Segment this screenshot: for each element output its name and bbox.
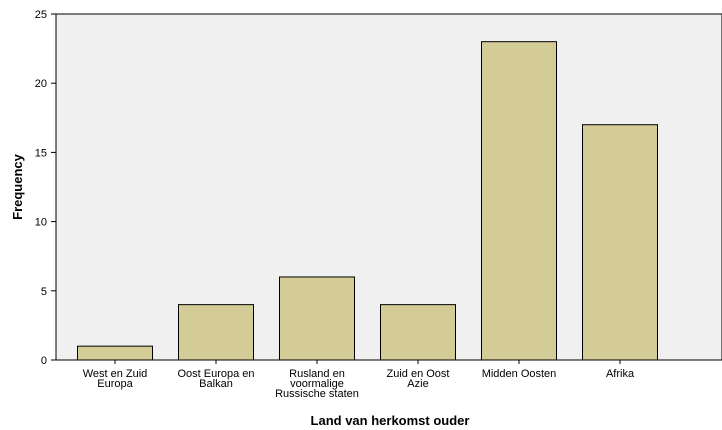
x-tick-label-line: Rusland en [289,368,345,380]
x-tick-label-line: Balkan [199,378,233,390]
bar [178,304,254,361]
y-tick-label: 25 [35,9,47,21]
x-tick-label: Midden Oosten [482,368,557,380]
y-tick-label: 10 [35,217,47,229]
x-tick-label-line: Azie [407,378,428,390]
x-tick-label: Oost Europa en Balkan [177,368,254,390]
x-tick-label-line: West en Zuid [83,368,148,380]
x-tick-label-line: Oost Europa en [177,368,254,380]
x-tick-label-line: Zuid en Oost [387,368,450,380]
x-tick-label-line: voormalige [290,378,344,390]
x-axis-title: Land van herkomst ouder [311,413,470,428]
x-tick-label: Rusland en voormalige Russische staten [275,368,359,400]
bar [380,304,456,361]
y-tick-label: 5 [41,286,47,298]
y-axis-title: Frequency [10,153,25,220]
x-tick-label-line: Europa [97,378,133,390]
bar [481,41,557,361]
x-tick-label-line: Afrika [606,368,635,380]
x-tick-label: Afrika [606,368,635,380]
x-axis-labels: West en Zuid Europa Oost Europa en Balkan Ru… [83,360,635,400]
x-tick-label-line: Midden Oosten [482,368,557,380]
x-tick-label: West en Zuid Europa [83,368,148,390]
bar [279,276,355,361]
y-axis: 0 5 10 15 20 25 [35,9,56,367]
y-tick-label: 0 [41,355,47,367]
y-tick-label: 20 [35,78,47,90]
bar [582,124,658,361]
bar [77,345,153,361]
x-tick-label-line: Russische staten [275,388,359,400]
bars [77,41,658,361]
x-tick-label: Zuid en Oost Azie [387,368,450,390]
y-tick-label: 15 [35,147,47,159]
